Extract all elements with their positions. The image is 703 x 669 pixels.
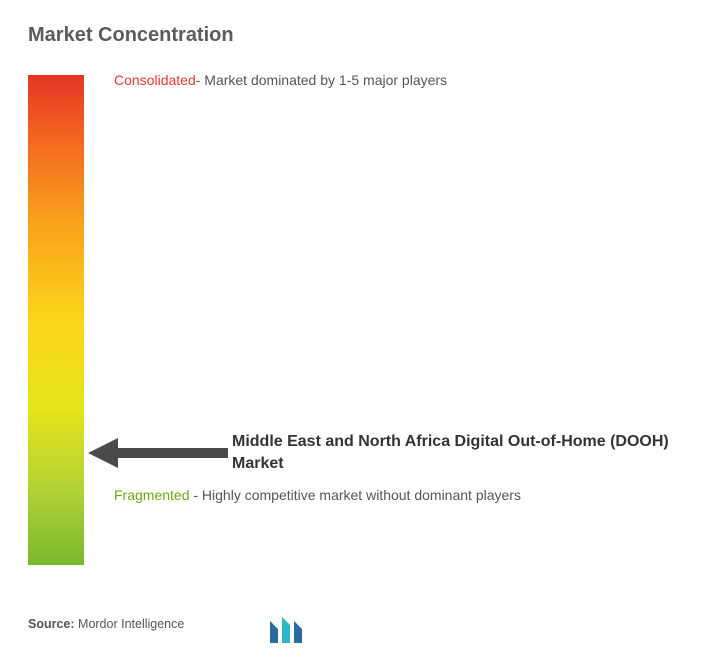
- source-value: Mordor Intelligence: [78, 617, 184, 631]
- consolidated-desc: - Market dominated by 1-5 major players: [196, 72, 447, 88]
- concentration-gradient-bar: [28, 75, 84, 565]
- source-label: Source:: [28, 617, 75, 631]
- market-name-label: Middle East and North Africa Digital Out…: [232, 431, 672, 474]
- consolidated-prefix: Consolidated: [114, 72, 196, 88]
- consolidated-annotation: Consolidated- Market dominated by 1-5 ma…: [114, 71, 447, 91]
- fragmented-annotation: Fragmented - Highly competitive market w…: [114, 483, 521, 508]
- fragmented-prefix: Fragmented: [114, 487, 189, 503]
- mordor-logo-icon: [268, 615, 312, 645]
- diagram-area: Consolidated- Market dominated by 1-5 ma…: [28, 75, 675, 575]
- source-attribution: Source: Mordor Intelligence: [28, 617, 184, 631]
- market-position-arrow: [88, 436, 228, 470]
- fragmented-desc: - Highly competitive market without domi…: [189, 487, 520, 503]
- page-title: Market Concentration: [28, 24, 675, 47]
